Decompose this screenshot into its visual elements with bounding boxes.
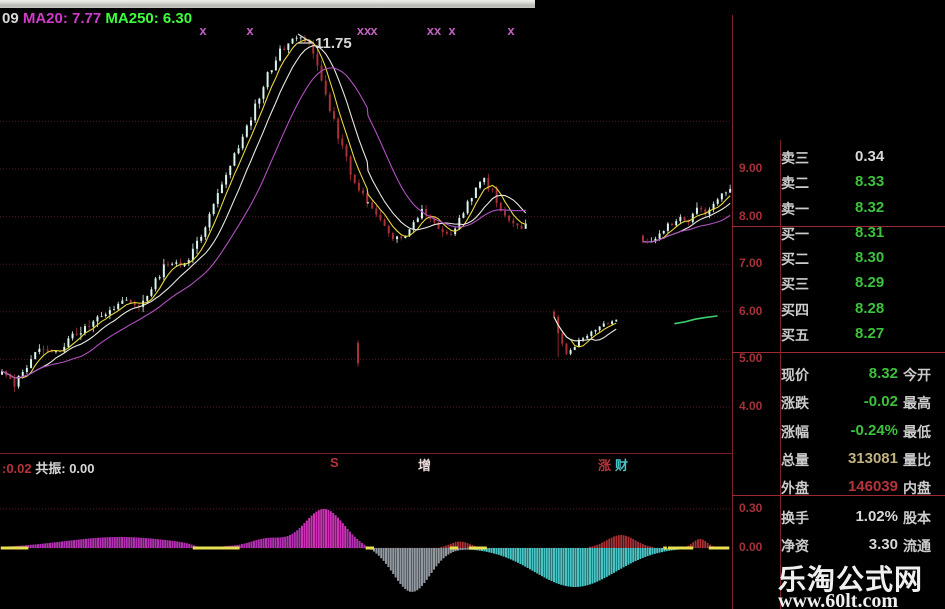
svg-text:x: x [448, 23, 456, 38]
svg-text:11.75: 11.75 [315, 35, 352, 52]
svg-text:x: x [246, 23, 254, 38]
svg-text:xx: xx [427, 23, 442, 38]
svg-text:x: x [507, 23, 515, 38]
svg-text:x: x [370, 23, 378, 38]
svg-text:x: x [199, 23, 207, 38]
